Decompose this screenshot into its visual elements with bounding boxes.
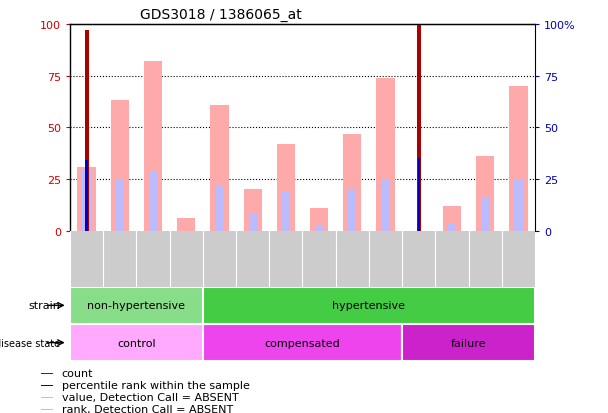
Bar [381,180,390,231]
Text: failure: failure [451,338,486,348]
Bar [348,190,356,231]
Bar [315,225,323,231]
Text: strain: strain [29,301,61,311]
Bar [203,287,535,324]
Bar [203,324,402,361]
Bar [310,209,328,231]
Bar [481,198,489,231]
Bar [41,408,53,410]
Bar [116,180,124,231]
Text: value, Detection Call = ABSENT: value, Detection Call = ABSENT [62,392,238,402]
Text: hypertensive: hypertensive [333,301,406,311]
Bar [343,134,361,231]
Bar [70,324,203,361]
Text: percentile rank within the sample: percentile rank within the sample [62,380,250,390]
Bar [402,324,535,361]
Bar [86,161,88,231]
Bar [41,397,53,398]
Text: compensated: compensated [264,338,340,348]
Bar [41,373,53,375]
Bar [83,169,91,231]
Text: control: control [117,338,156,348]
Bar [177,219,195,231]
Bar [418,159,420,231]
Bar [85,31,89,231]
Bar [510,87,528,231]
Text: rank, Detection Call = ABSENT: rank, Detection Call = ABSENT [62,404,233,413]
Bar [249,215,257,231]
Text: count: count [62,368,93,378]
Bar [476,157,494,231]
Bar [210,105,229,231]
Bar [144,62,162,231]
Bar [111,101,129,231]
Bar [215,186,224,231]
Bar [448,223,456,231]
Bar [416,25,421,231]
Bar [443,206,461,231]
Bar [282,192,290,231]
Bar [277,145,295,231]
Text: non-hypertensive: non-hypertensive [88,301,185,311]
Bar [376,78,395,231]
Bar [244,190,262,231]
Bar [70,287,203,324]
Bar [41,385,53,387]
Bar [514,180,522,231]
Text: disease state: disease state [0,338,61,348]
Bar [149,171,157,231]
Bar [77,167,95,231]
Text: GDS3018 / 1386065_at: GDS3018 / 1386065_at [140,8,302,22]
